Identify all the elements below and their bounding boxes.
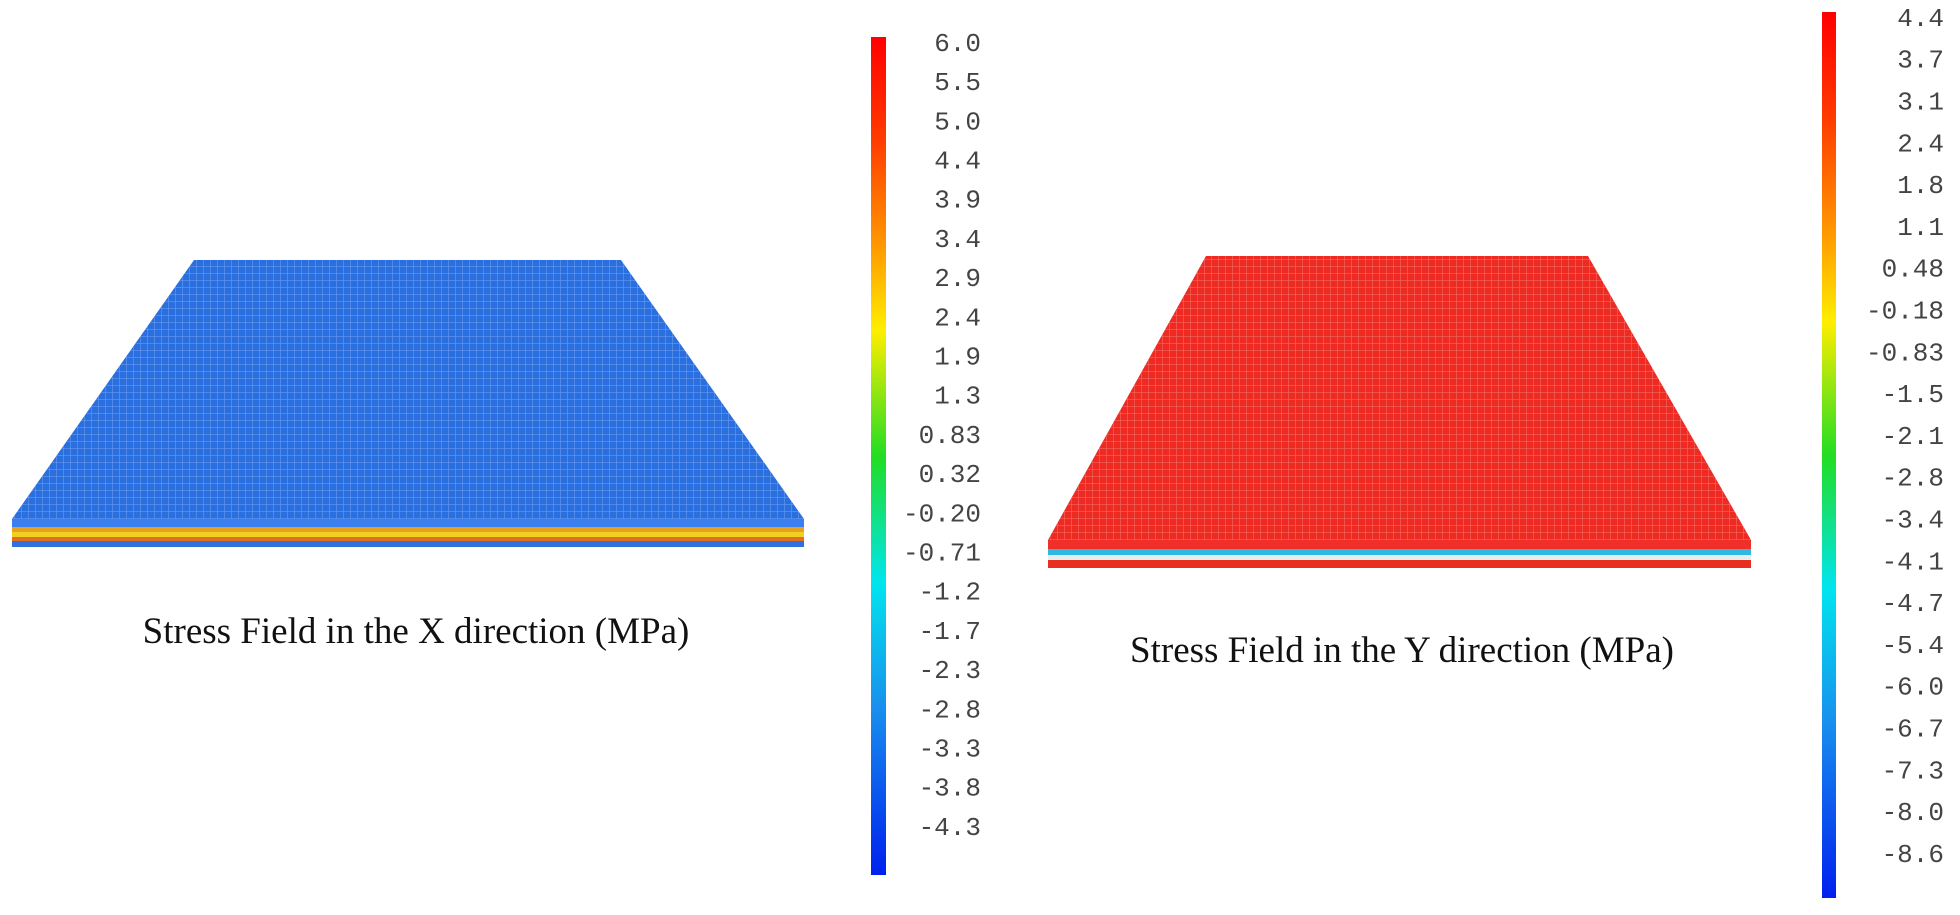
colorbar-label: -2.3 [919, 656, 981, 686]
plate-x [12, 260, 804, 547]
colorbar-label: -4.7 [1882, 589, 1944, 619]
colorbar-label: 4.4 [934, 146, 981, 176]
colorbar-label: -0.83 [1866, 338, 1944, 368]
colorbar-label: -7.3 [1882, 756, 1944, 786]
colorbar-label: 3.1 [1897, 87, 1944, 117]
colorbar-label: -1.5 [1882, 380, 1944, 410]
colorbar-label: -3.4 [1882, 505, 1944, 535]
colorbar-label: 2.4 [1897, 129, 1944, 159]
colorbar-label: -8.0 [1882, 798, 1944, 828]
colorbar-label: 3.4 [934, 225, 981, 255]
colorbar-label: -4.3 [919, 813, 981, 843]
colorbar-label: 5.0 [934, 107, 981, 137]
colorbar-label: -0.71 [903, 538, 981, 568]
colorbar-label: -3.8 [919, 774, 981, 804]
colorbar-label: -0.18 [1866, 296, 1944, 326]
caption: Stress Field in the X direction (MPa) [143, 611, 690, 652]
colorbar [1822, 12, 1836, 898]
colorbar-label: 0.83 [919, 421, 981, 451]
colorbar-label: -5.4 [1882, 631, 1944, 661]
colorbar-label: -0.20 [903, 499, 981, 529]
colorbar-label: -2.8 [919, 695, 981, 725]
colorbar-label: -1.2 [919, 578, 981, 608]
plate-y [1048, 256, 1751, 568]
colorbar-label: 1.9 [934, 342, 981, 372]
colorbar-label: 2.4 [934, 303, 981, 333]
colorbar-label: 2.9 [934, 264, 981, 294]
colorbar-label: -1.7 [919, 617, 981, 647]
colorbar-label: -6.7 [1882, 714, 1944, 744]
colorbar-label: 1.3 [934, 382, 981, 412]
colorbar-label: -8.6 [1882, 840, 1944, 870]
colorbar-label: -2.8 [1882, 464, 1944, 494]
colorbar-label: 0.48 [1882, 255, 1944, 285]
colorbar [871, 37, 886, 875]
colorbar-label: 3.9 [934, 186, 981, 216]
colorbar-label: 1.1 [1897, 213, 1944, 243]
colorbar-label: -6.0 [1882, 673, 1944, 703]
colorbar-label: -4.1 [1882, 547, 1944, 577]
colorbar-label: 6.0 [934, 29, 981, 59]
colorbar-label: -3.3 [919, 734, 981, 764]
colorbar-label: 3.7 [1897, 46, 1944, 76]
caption: Stress Field in the Y direction (MPa) [1130, 630, 1674, 671]
colorbar-label: -2.1 [1882, 422, 1944, 452]
colorbar-label: 5.5 [934, 68, 981, 98]
colorbar-label: 0.32 [919, 460, 981, 490]
colorbar-label: 4.4 [1897, 4, 1944, 34]
colorbar-label: 1.8 [1897, 171, 1944, 201]
